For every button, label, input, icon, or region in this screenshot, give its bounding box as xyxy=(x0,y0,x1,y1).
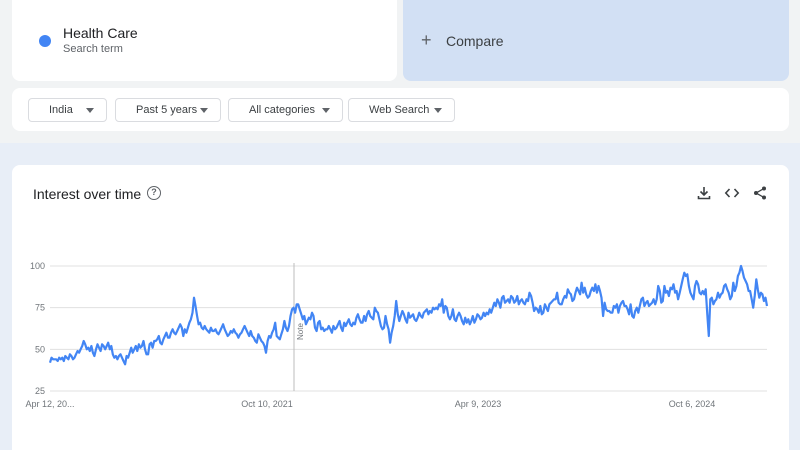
plus-icon: + xyxy=(421,30,432,50)
help-circle-icon[interactable]: ? xyxy=(147,186,161,200)
caret-down-icon xyxy=(322,107,330,113)
series-color-dot xyxy=(39,35,51,47)
y-tick-label: 100 xyxy=(30,261,45,271)
download-icon[interactable] xyxy=(696,185,712,201)
series-line xyxy=(48,264,769,366)
compare-button[interactable]: + Compare xyxy=(403,0,789,81)
category-filter-dropdown[interactable]: All categories xyxy=(228,98,343,122)
y-tick-label: 50 xyxy=(35,344,45,354)
embed-code-icon[interactable] xyxy=(724,185,740,201)
x-tick-label: Oct 10, 2021 xyxy=(241,399,293,409)
y-tick-label: 75 xyxy=(35,303,45,313)
category-filter-label: All categories xyxy=(249,104,316,116)
time-range-filter-label: Past 5 years xyxy=(136,104,198,116)
interest-over-time-card: Interest over time ? 100 75 50 25 Note Apr 12… xyxy=(12,165,789,450)
caret-down-icon xyxy=(86,107,94,113)
y-tick-label: 25 xyxy=(35,386,45,396)
region-filter-dropdown[interactable]: India xyxy=(28,98,107,122)
filter-bar: India Past 5 years All categories Web Se… xyxy=(12,88,789,131)
search-type-filter-label: Web Search xyxy=(369,104,430,116)
time-range-filter-dropdown[interactable]: Past 5 years xyxy=(115,98,221,122)
share-icon[interactable] xyxy=(752,185,768,201)
x-tick-label: Apr 9, 2023 xyxy=(455,399,502,409)
search-term-name[interactable]: Health Care xyxy=(63,25,138,41)
x-tick-label: Apr 12, 20... xyxy=(25,399,74,409)
search-term-type: Search term xyxy=(63,43,123,55)
interest-line-chart: 100 75 50 25 Note Apr 12, 20... Oct 10, 2021 Ap… xyxy=(25,261,769,409)
chart-section-title: Interest over time xyxy=(33,186,142,202)
compare-label: Compare xyxy=(446,33,504,49)
x-tick-label: Oct 6, 2024 xyxy=(669,399,716,409)
search-term-card[interactable]: Health Care Search term xyxy=(12,0,397,81)
caret-down-icon xyxy=(200,107,208,113)
note-marker-label: Note xyxy=(296,323,305,340)
region-filter-label: India xyxy=(49,104,73,116)
search-type-filter-dropdown[interactable]: Web Search xyxy=(348,98,455,122)
caret-down-icon xyxy=(434,107,442,113)
